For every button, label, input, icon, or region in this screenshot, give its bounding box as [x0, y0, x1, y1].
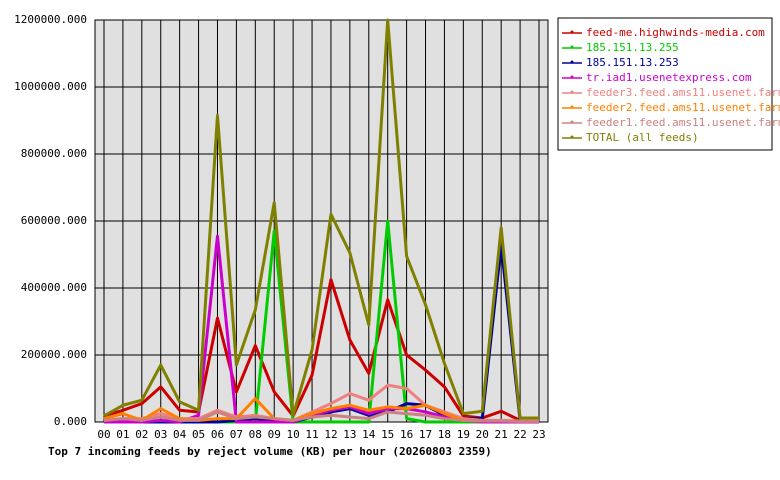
x-tick-label: 01	[116, 428, 129, 441]
x-tick-label: 04	[173, 428, 187, 441]
legend-dot	[570, 60, 574, 64]
x-tick-label: 11	[305, 428, 318, 441]
x-tick-label: 16	[400, 428, 413, 441]
x-tick-label: 09	[268, 428, 281, 441]
x-tick-label: 00	[97, 428, 110, 441]
legend-label: tr.iad1.usenetexpress.com	[586, 71, 752, 84]
x-tick-label: 21	[495, 428, 508, 441]
legend-box	[557, 17, 773, 151]
legend-dot	[570, 120, 574, 124]
x-tick-label: 10	[287, 428, 300, 441]
series-line	[103, 278, 539, 422]
x-tick-label: 19	[457, 428, 470, 441]
series-line	[103, 18, 539, 420]
y-tick-label: 0.000	[54, 415, 87, 428]
legend-label: feeder2.feed.ams11.usenet.farm	[586, 101, 780, 114]
x-tick-label: 23	[532, 428, 545, 441]
legend-label: feed-me.highwinds-media.com	[586, 26, 765, 39]
legend-label: 185.151.13.253	[586, 56, 679, 69]
y-tick-label: 400000.000	[21, 281, 87, 294]
legend-label: feeder1.feed.ams11.usenet.farm	[586, 116, 780, 129]
x-tick-label: 17	[419, 428, 432, 441]
legend-dot	[570, 105, 574, 109]
y-tick-label: 200000.000	[21, 348, 87, 361]
y-tick-label: 600000.000	[21, 214, 87, 227]
legend-label: 185.151.13.255	[586, 41, 679, 54]
legend-dot	[570, 135, 574, 139]
x-tick-label: 03	[154, 428, 167, 441]
series-line	[103, 410, 539, 423]
x-tick-label: 18	[438, 428, 451, 441]
x-tick-label: 05	[192, 428, 205, 441]
x-tick-label: 12	[324, 428, 337, 441]
x-tick-label: 02	[135, 428, 148, 441]
legend-dot	[570, 75, 574, 79]
legend-label: TOTAL (all feeds)	[586, 131, 699, 144]
x-tick-label: 14	[362, 428, 376, 441]
x-tick-label: 06	[211, 428, 224, 441]
legend-dot	[570, 45, 574, 49]
legend-dot	[570, 30, 574, 34]
x-tick-label: 22	[513, 428, 526, 441]
y-tick-label: 800000.000	[21, 147, 87, 160]
x-tick-label: 07	[230, 428, 243, 441]
x-tick-label: 13	[343, 428, 356, 441]
chart-title: Top 7 incoming feeds by reject volume (K…	[48, 445, 492, 458]
x-tick-label: 20	[476, 428, 489, 441]
x-tick-label: 15	[381, 428, 394, 441]
legend-dot	[570, 90, 574, 94]
legend-label: feeder3.feed.ams11.usenet.farm	[586, 86, 780, 99]
y-tick-label: 1200000.000	[14, 13, 87, 26]
x-tick-label: 08	[249, 428, 262, 441]
y-tick-label: 1000000.000	[14, 80, 87, 93]
